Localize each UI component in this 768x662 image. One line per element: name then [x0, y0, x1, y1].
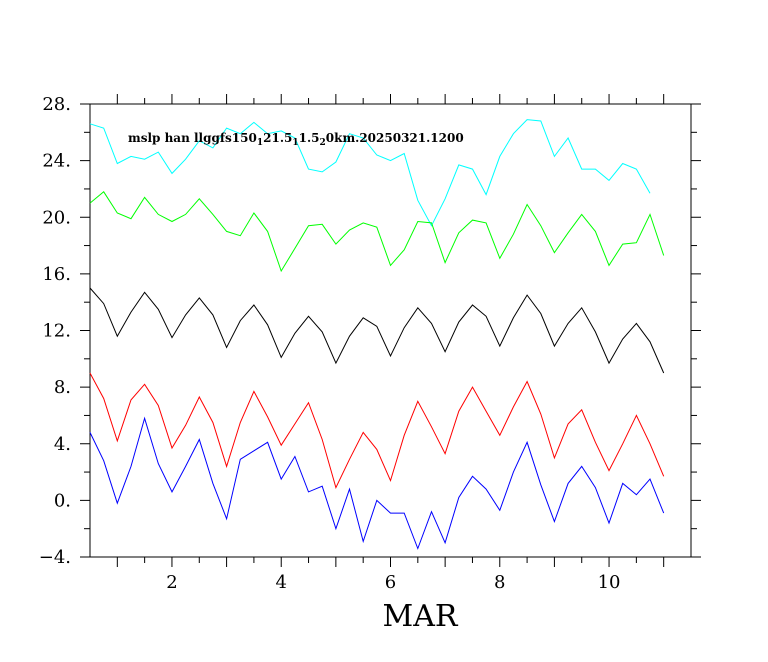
series-line-2 — [89, 191, 665, 273]
x-tick-label: 10 — [598, 572, 621, 593]
axis-ticks — [80, 94, 701, 567]
x-tick-label: 6 — [385, 572, 396, 593]
series-line-4 — [89, 372, 665, 490]
y-tick-label: 28. — [42, 94, 71, 115]
y-tick-label: 24. — [42, 151, 71, 172]
series-group — [89, 119, 665, 550]
y-tick-labels: −4. 0. 4. 8. 12. 16. 20. 24. 28. — [39, 94, 71, 568]
y-tick-label: 0. — [54, 490, 71, 511]
x-tick-label: 8 — [494, 572, 505, 593]
x-axis-title: MAR — [383, 599, 459, 634]
series-line-3 — [89, 287, 665, 374]
x-tick-labels: 2 4 6 8 10 — [166, 572, 620, 593]
y-tick-label: 12. — [42, 321, 71, 342]
x-tick-label: 2 — [166, 572, 177, 593]
y-tick-label: 20. — [42, 207, 71, 228]
series-line-5 — [89, 416, 665, 550]
y-tick-label: 16. — [42, 264, 71, 285]
y-tick-label: −4. — [39, 547, 71, 568]
y-tick-label: 8. — [54, 377, 71, 398]
y-tick-label: 4. — [54, 434, 71, 455]
x-tick-label: 4 — [276, 572, 287, 593]
series-line-1 — [89, 119, 651, 227]
chart-title: mslp han llggfs150121.511.520km.20250321… — [128, 131, 464, 148]
plot-frame — [89, 103, 692, 558]
